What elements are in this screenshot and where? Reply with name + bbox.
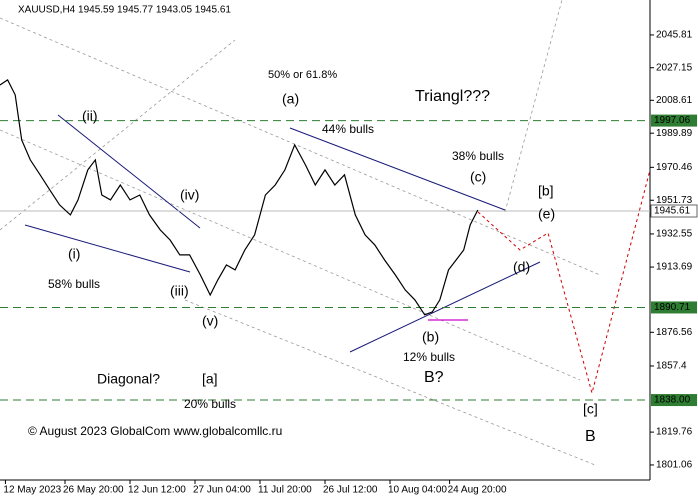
y-tick-label: 1932.55: [656, 229, 693, 240]
y-tick-label: 1819.76: [656, 427, 693, 438]
annotation: (d): [513, 259, 530, 275]
y-tick-label: 1876.56: [656, 327, 693, 338]
annotation: Triangl???: [415, 88, 490, 105]
header: XAUUSD,H4 1945.59 1945.77 1943.05 1945.6…: [18, 5, 231, 16]
annotation: [a]: [202, 371, 218, 387]
annotation: 58% bulls: [48, 277, 100, 291]
x-tick-label: 24 Aug 20:00: [448, 485, 507, 496]
annotation: (e): [538, 206, 555, 222]
annotation: (i): [68, 246, 80, 262]
y-tick-label: 2045.81: [656, 30, 693, 41]
x-tick-label: 10 Aug 04:00: [388, 485, 447, 496]
annotation: (c): [470, 169, 486, 185]
annotation: (v): [202, 313, 218, 329]
channel-lines: [0, 0, 601, 466]
annotation: 12% bulls: [403, 350, 455, 364]
x-tick-label: 27 Jun 04:00: [193, 485, 251, 496]
level-label: 1997.06: [654, 115, 691, 126]
current-price-label: 1945.61: [654, 206, 691, 217]
x-tick-label: 26 Jul 12:00: [323, 485, 378, 496]
y-tick-label: 1857.4: [656, 361, 687, 372]
annotation: Diagonal?: [97, 371, 160, 387]
projection: [477, 169, 651, 395]
level-box: [651, 394, 697, 407]
annotation: 44% bulls: [322, 122, 374, 136]
annotation: (iv): [180, 187, 199, 203]
x-tick-label: 26 May 20:00: [63, 485, 124, 496]
y-tick-label: 1801.06: [656, 460, 693, 471]
annotation: 38% bulls: [452, 149, 504, 163]
annotation: (b): [422, 329, 439, 345]
y-tick-label: 2027.15: [656, 62, 693, 73]
level-box: [651, 301, 697, 314]
annotation: B: [585, 428, 596, 445]
annotation: (iii): [170, 283, 189, 299]
level-label: 1838.00: [654, 395, 691, 406]
y-tick-label: 1989.89: [656, 128, 693, 139]
level-box: [651, 114, 697, 127]
y-tick-label: 1951.73: [656, 195, 693, 206]
annotation: [c]: [583, 401, 598, 417]
watermark: © August 2023 GlobalCom www.globalcomllc…: [28, 424, 282, 438]
level-label: 1890.71: [654, 302, 691, 313]
y-tick-label: 1913.69: [656, 262, 693, 273]
x-tick-label: 11 Jul 20:00: [258, 485, 312, 496]
y-tick-label: 2008.61: [656, 95, 693, 106]
current-price-box: [650, 204, 698, 218]
price-line: [0, 79, 479, 316]
annotation: 20% bulls: [184, 397, 236, 411]
x-tick-label: 12 May 2023: [3, 485, 61, 496]
annotation: (ii): [82, 108, 98, 124]
x-tick-label: 12 Jun 12:00: [128, 485, 186, 496]
annotation: (a): [282, 91, 299, 107]
annotation: [b]: [538, 183, 554, 199]
annotation: B?: [424, 369, 444, 386]
annotation: 50% or 61.8%: [268, 69, 337, 81]
y-tick-label: 1970.46: [656, 162, 693, 173]
